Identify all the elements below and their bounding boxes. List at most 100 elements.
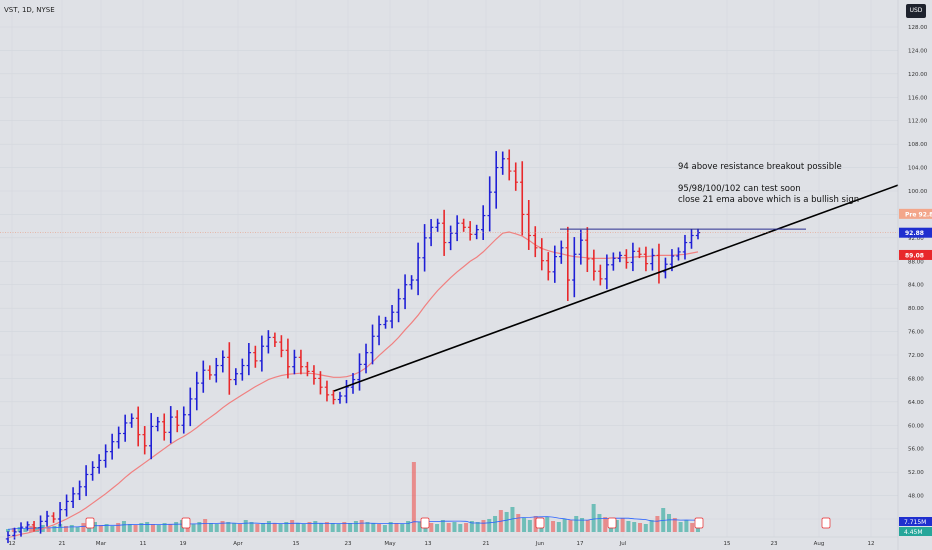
volume-bar [429,523,434,532]
volume-bar [603,517,608,532]
volume-bar [597,514,602,532]
volume-bar [191,524,196,532]
x-tick-label: 12 [9,541,16,547]
ohlc-bars [5,149,701,544]
volume-bar [278,524,283,532]
volume-bar [133,525,138,532]
y-tick-label: 116.00 [908,95,928,101]
volume-bar [527,520,532,532]
volume-bar [359,520,364,532]
volume-tag: 7.715M [904,519,926,526]
volume-bar [562,519,567,532]
volume-bar [17,527,22,532]
volume-bar [150,524,155,532]
volume-bar [411,462,416,532]
volume-bar [394,523,399,532]
y-tick-label: 100.00 [908,189,928,195]
y-tick-label: 68.00 [908,376,924,382]
volume-bar [435,524,440,532]
time-axis: 12 21 Mar 11 19 Apr 15 23 May 13 21 Jun 17 Jul 15 23 Aug… [0,517,898,547]
volume-bar [29,526,34,532]
volume-bar [116,523,121,532]
volume-bar [452,522,457,532]
volume-bar [139,523,144,532]
volume-bar [533,516,538,532]
volume-bar [243,520,248,532]
y-tick-label: 80.00 [908,306,924,312]
x-tick-label: 13 [425,541,432,547]
volume-bar [667,514,672,532]
volume-bar [324,522,329,532]
volume-bar [121,521,126,532]
volume-bar [417,522,422,532]
y-tick-label: 104.00 [908,166,928,172]
drawing-lines[interactable] [0,184,899,392]
volume-bar [92,522,97,532]
volume-bar [516,514,521,532]
volume-ma-tag-bg [899,527,932,536]
volume-bar [487,519,492,532]
x-tick-label: 15 [724,541,731,547]
x-tick-label: Mar [96,541,107,547]
y-tick-label: 48.00 [908,494,924,500]
volume-bar [365,522,370,532]
volume-bar [319,523,324,532]
price-axis: 128.00 124.00 120.00 116.00 112.00 108.00 104.… [897,0,932,550]
volume-bar [504,512,509,532]
volume-bar [440,520,445,532]
currency-button[interactable]: USD [906,4,926,18]
annotation-breakout: 94 above resistance breakout possible [678,162,842,172]
volume-bar [255,524,260,532]
volume-bar [301,524,306,532]
y-tick-label: 88.00 [908,259,924,265]
volume-bar [510,507,515,532]
volume-bar [481,520,486,532]
y-tick-label: 128.00 [908,25,928,31]
volume-bar [63,526,68,532]
y-tick-label: 56.00 [908,447,924,453]
x-tick-label: 17 [577,541,584,547]
volume-bar [643,524,648,532]
x-tick-label: Apr [233,541,243,547]
volume-bar [690,523,695,532]
x-tick-label: 19 [180,541,187,547]
volume-bar [469,521,474,532]
volume-bar [81,523,86,532]
volume-bar [585,520,590,532]
volume-bar [655,516,660,532]
volume-bar [313,521,318,532]
annotation-ema: close 21 ema above which is a bullish si… [678,195,860,205]
volume-bar [620,518,625,532]
y-tick-label: 92.00 [908,236,924,242]
volume-bar [69,525,74,532]
volume-bar [400,524,405,532]
volume-bar [632,522,637,532]
volume-bar [197,522,202,532]
volume-bar [23,529,28,532]
volume-bar [580,518,585,532]
volume-bar [6,529,10,532]
volume-bar [522,518,527,532]
volume-bar [232,523,237,532]
volume-bar [226,522,231,532]
volume-bar [556,522,561,532]
symbol-title: VST, 1D, NYSE [4,6,55,14]
volume-bar [684,520,689,532]
x-tick-label: May [384,541,396,547]
volume-ma-tag: 4.45M [904,529,923,536]
volume-bar [545,517,550,532]
volume-bar [551,521,556,532]
volume-bar [110,526,115,532]
volume-bar [574,516,579,532]
volume-bar [162,523,167,532]
ema-price-tag: 89.08 [905,252,924,259]
x-tick-label: 11 [140,541,147,547]
x-tick-label: 21 [59,541,66,547]
volume-bar [353,521,358,532]
event-marker [821,517,831,529]
volume-bar [237,524,242,532]
volume-bar [266,521,271,532]
x-tick-label: Jul [619,541,627,547]
